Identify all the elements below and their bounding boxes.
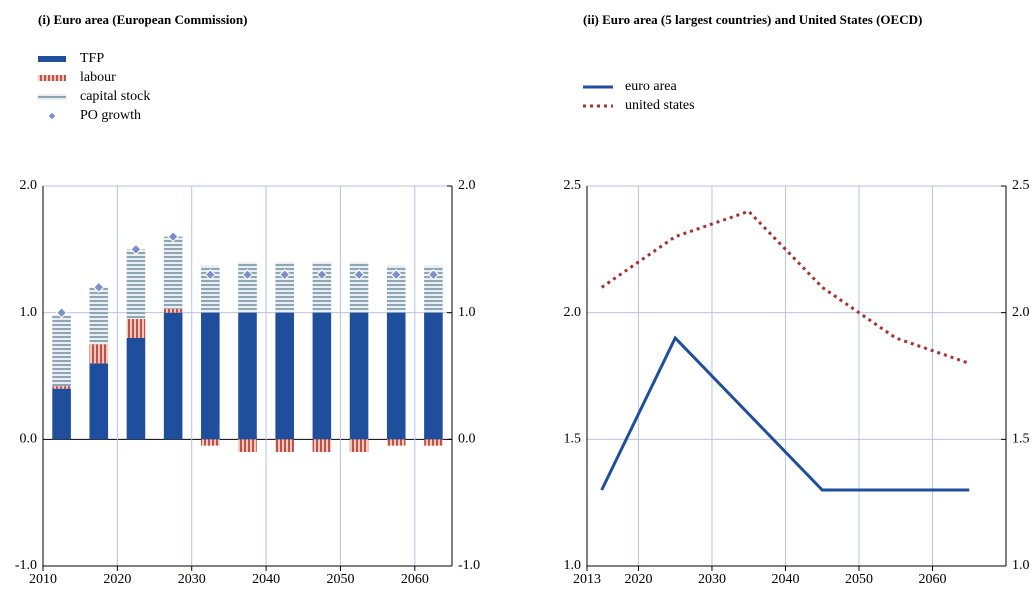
bar	[126, 319, 146, 338]
line	[600, 335, 970, 492]
x-tick-label: 2030	[698, 572, 726, 587]
x-tick-label: 2020	[103, 572, 131, 587]
x-tick-label: 2040	[771, 572, 799, 587]
marker	[427, 268, 440, 281]
bar	[238, 312, 257, 440]
bar	[163, 308, 183, 313]
chart-title: (i) Euro area (European Commission)	[38, 12, 248, 27]
y-tick-label: 2.5	[564, 178, 582, 193]
legend-swatch	[38, 56, 66, 62]
marker	[316, 268, 328, 281]
x-tick-label: 2050	[845, 572, 873, 587]
legend-label: euro area	[625, 79, 677, 94]
bar	[312, 439, 332, 452]
bar	[201, 265, 220, 313]
y-tick-label: 1.0	[458, 305, 476, 320]
y-tick-label: 2.5	[1012, 178, 1030, 193]
y-tick-label: -1.0	[15, 558, 37, 573]
y-tick-label: 1.0	[1012, 558, 1030, 573]
x-tick-label: 2013	[573, 572, 601, 587]
x-tick-label: 2060	[401, 572, 429, 587]
bar	[424, 439, 443, 446]
bar	[312, 312, 332, 440]
marker	[92, 281, 105, 294]
bar	[201, 312, 220, 440]
marker	[278, 268, 291, 281]
x-tick-label: 2020	[624, 572, 652, 587]
plot-area	[587, 186, 1006, 566]
bar	[163, 312, 183, 440]
bar	[424, 265, 443, 313]
legend-label: labour	[80, 70, 116, 85]
bar	[52, 388, 71, 440]
legend-swatch	[38, 75, 66, 81]
bar	[275, 439, 294, 452]
y-tick-label: 1.0	[564, 558, 582, 573]
marker	[167, 230, 179, 243]
bar	[89, 344, 109, 364]
marker	[353, 268, 365, 281]
y-tick-label: 2.0	[20, 178, 38, 193]
line	[600, 209, 970, 365]
bar	[52, 386, 71, 389]
bar	[386, 265, 406, 313]
x-tick-label: 2030	[178, 572, 206, 587]
y-tick-label: 2.0	[564, 305, 582, 320]
legend-swatch	[47, 111, 57, 121]
y-tick-label: 2.0	[458, 178, 476, 193]
y-tick-label: 0.0	[458, 432, 476, 447]
bar	[89, 287, 109, 345]
legend-label: united states	[625, 98, 695, 113]
marker	[390, 268, 403, 281]
y-tick-label: 1.5	[564, 432, 582, 447]
y-tick-label: 0.0	[20, 432, 38, 447]
bar	[386, 312, 406, 440]
y-tick-label: 1.5	[1012, 432, 1030, 447]
x-tick-label: 2040	[252, 572, 280, 587]
legend-swatch	[38, 94, 66, 100]
bar	[163, 236, 183, 309]
bar	[386, 439, 406, 446]
y-tick-label: 2.0	[1012, 305, 1030, 320]
y-tick-label: 1.0	[20, 305, 38, 320]
marker	[241, 268, 254, 281]
chart-title: (ii) Euro area (5 largest countries) and…	[583, 12, 923, 27]
x-tick-label: 2050	[326, 572, 354, 587]
x-tick-label: 2010	[29, 572, 57, 587]
bar	[52, 315, 71, 387]
legend-label: TFP	[80, 51, 104, 66]
marker	[130, 243, 142, 256]
y-tick-label: -1.0	[458, 558, 480, 573]
bar	[349, 439, 369, 452]
bar	[89, 363, 109, 440]
bar	[201, 439, 220, 446]
bar	[349, 312, 369, 440]
bar	[126, 338, 146, 440]
marker	[55, 306, 68, 319]
bar	[126, 249, 146, 319]
bar	[275, 312, 294, 440]
legend-label: PO growth	[80, 108, 141, 123]
legend-label: capital stock	[80, 89, 150, 104]
bar	[238, 439, 257, 452]
marker	[204, 268, 217, 281]
x-tick-label: 2060	[918, 572, 946, 587]
bar	[424, 312, 443, 440]
